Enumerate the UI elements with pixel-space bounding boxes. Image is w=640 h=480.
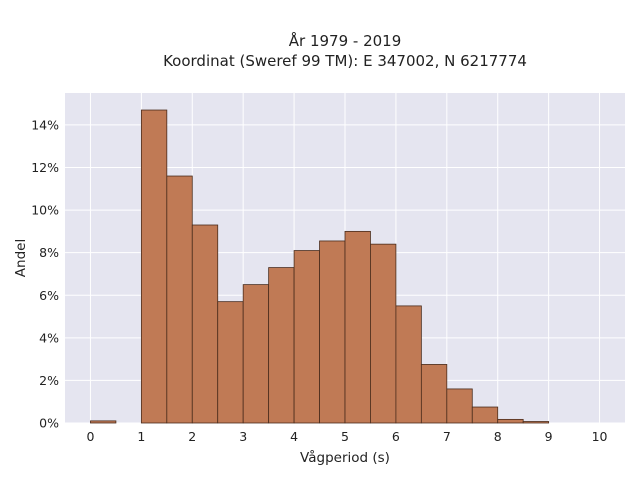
x-tick-label: 1 bbox=[137, 429, 145, 444]
histogram-bar bbox=[242, 284, 270, 424]
histogram-bar bbox=[522, 421, 550, 424]
histogram-bar bbox=[90, 420, 117, 424]
chart-title-line-1: År 1979 - 2019 bbox=[289, 31, 402, 50]
histogram-bar bbox=[293, 250, 320, 424]
y-tick-label: 12% bbox=[31, 160, 59, 175]
histogram-bar bbox=[217, 301, 244, 424]
x-tick-label: 0 bbox=[86, 429, 94, 444]
histogram-bar bbox=[166, 175, 193, 424]
x-tick-label: 8 bbox=[494, 429, 502, 444]
y-tick-labels: 0% 2% 4% 6% 8% 10% 12% 14% bbox=[31, 117, 59, 430]
histogram-bar bbox=[420, 364, 448, 424]
y-tick-label: 10% bbox=[31, 203, 59, 218]
x-tick-label: 10 bbox=[592, 429, 608, 444]
x-tick-label: 2 bbox=[188, 429, 196, 444]
y-tick-label: 8% bbox=[39, 245, 59, 260]
x-tick-label: 3 bbox=[239, 429, 247, 444]
histogram-bar bbox=[370, 243, 397, 424]
histogram-bar bbox=[344, 230, 371, 424]
x-tick-label: 9 bbox=[545, 429, 553, 444]
y-tick-label: 0% bbox=[39, 416, 59, 431]
x-tick-label: 5 bbox=[341, 429, 349, 444]
y-tick-label: 6% bbox=[39, 288, 59, 303]
histogram-bar bbox=[268, 267, 295, 424]
chart-title-line-2: Koordinat (Sweref 99 TM): E 347002, N 62… bbox=[163, 52, 527, 70]
x-axis-label: Vågperiod (s) bbox=[300, 449, 390, 466]
y-tick-label: 4% bbox=[39, 330, 59, 345]
histogram-bar bbox=[319, 240, 346, 424]
histogram-bar bbox=[191, 224, 219, 424]
x-tick-label: 4 bbox=[290, 429, 298, 444]
histogram-bar bbox=[446, 388, 473, 424]
y-tick-label: 14% bbox=[31, 117, 59, 132]
histogram-bar bbox=[471, 406, 499, 424]
y-tick-label: 2% bbox=[39, 373, 59, 388]
x-tick-label: 7 bbox=[443, 429, 451, 444]
bars bbox=[90, 109, 550, 424]
histogram-bar bbox=[497, 418, 524, 424]
x-tick-labels: 0 1 2 3 4 5 6 7 8 9 10 bbox=[86, 429, 607, 444]
y-axis-label: Andel bbox=[13, 239, 29, 277]
histogram-bar bbox=[395, 305, 422, 424]
x-tick-label: 6 bbox=[392, 429, 400, 444]
histogram-bar bbox=[140, 109, 168, 424]
